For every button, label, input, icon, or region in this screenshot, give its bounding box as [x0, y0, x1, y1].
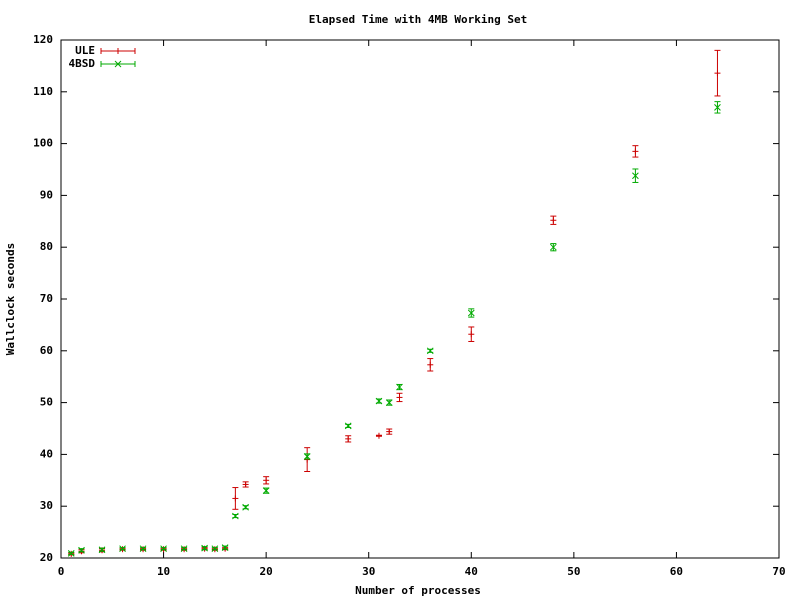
marker-stroke: [426, 347, 434, 355]
error-point: [201, 544, 208, 552]
error-point: [211, 545, 219, 553]
error-point: [345, 435, 352, 443]
error-point: [98, 546, 106, 554]
marker-stroke: [78, 546, 85, 554]
error-point: [242, 481, 249, 488]
marker-stroke: [242, 503, 249, 511]
marker-stroke: [98, 546, 106, 554]
legend-sample: [100, 48, 136, 54]
x-tick-label: 20: [260, 565, 273, 578]
error-point: [67, 549, 75, 557]
error-point: [139, 545, 147, 553]
error-point: [119, 545, 126, 553]
error-point: [242, 503, 249, 511]
legend-label: 4BSD: [69, 57, 96, 70]
y-tick-label: 70: [40, 292, 53, 305]
error-point: [385, 399, 393, 406]
y-tick-label: 90: [40, 188, 53, 201]
error-point: [375, 432, 382, 439]
x-tick-label: 60: [670, 565, 683, 578]
y-tick-label: 100: [33, 137, 53, 150]
y-tick-label: 50: [40, 396, 53, 409]
chart-title: Elapsed Time with 4MB Working Set: [309, 13, 528, 26]
error-point: [232, 512, 239, 520]
marker-stroke: [303, 453, 311, 460]
marker-stroke: [396, 383, 403, 391]
error-point: [549, 243, 557, 252]
error-point: [180, 545, 188, 553]
legend-sample: [100, 60, 136, 68]
y-tick-label: 60: [40, 344, 53, 357]
error-point: [714, 101, 721, 114]
x-tick-label: 70: [772, 565, 785, 578]
error-point: [232, 487, 239, 510]
y-tick-label: 80: [40, 240, 53, 253]
marker-stroke: [221, 544, 229, 551]
error-point: [375, 397, 383, 405]
error-point: [263, 476, 270, 485]
marker-stroke: [201, 544, 208, 552]
marker-stroke: [262, 487, 270, 495]
marker-stroke: [180, 545, 188, 553]
error-point: [386, 428, 393, 435]
marker-stroke: [139, 545, 147, 553]
error-point: [396, 392, 403, 403]
error-point: [632, 168, 639, 183]
marker-stroke: [344, 422, 352, 430]
x-tick-label: 0: [58, 565, 65, 578]
y-tick-label: 40: [40, 447, 53, 460]
marker-stroke: [375, 397, 383, 405]
error-point: [550, 215, 557, 225]
error-point: [427, 358, 434, 372]
error-point: [426, 347, 434, 355]
marker-stroke: [67, 549, 75, 557]
marker-stroke: [549, 243, 557, 251]
error-point: [344, 422, 352, 430]
error-point: [467, 308, 475, 318]
x-tick-label: 40: [465, 565, 478, 578]
x-tick-label: 30: [362, 565, 375, 578]
x-tick-label: 10: [157, 565, 170, 578]
error-point: [221, 544, 229, 551]
y-axis-label: Wallclock seconds: [4, 243, 17, 356]
marker-stroke: [232, 512, 239, 520]
error-point: [632, 145, 639, 158]
legend-label: ULE: [75, 44, 95, 57]
marker-stroke: [114, 60, 122, 68]
x-tick-label: 50: [567, 565, 580, 578]
marker-stroke: [714, 103, 721, 111]
marker-stroke: [467, 309, 475, 317]
marker-stroke: [632, 172, 639, 180]
error-point: [262, 487, 270, 495]
x-axis-label: Number of processes: [355, 584, 481, 597]
marker-stroke: [119, 545, 126, 553]
error-point: [303, 453, 311, 460]
y-tick-label: 110: [33, 85, 53, 98]
error-point: [468, 326, 475, 342]
y-tick-label: 30: [40, 499, 53, 512]
y-tick-label: 20: [40, 551, 53, 564]
marker-stroke: [211, 545, 219, 553]
error-point: [714, 49, 721, 97]
error-point: [78, 546, 85, 554]
error-point: [396, 383, 403, 391]
y-tick-label: 120: [33, 33, 53, 46]
error-point: [160, 545, 167, 553]
marker-stroke: [160, 545, 167, 553]
marker-stroke: [385, 399, 393, 406]
